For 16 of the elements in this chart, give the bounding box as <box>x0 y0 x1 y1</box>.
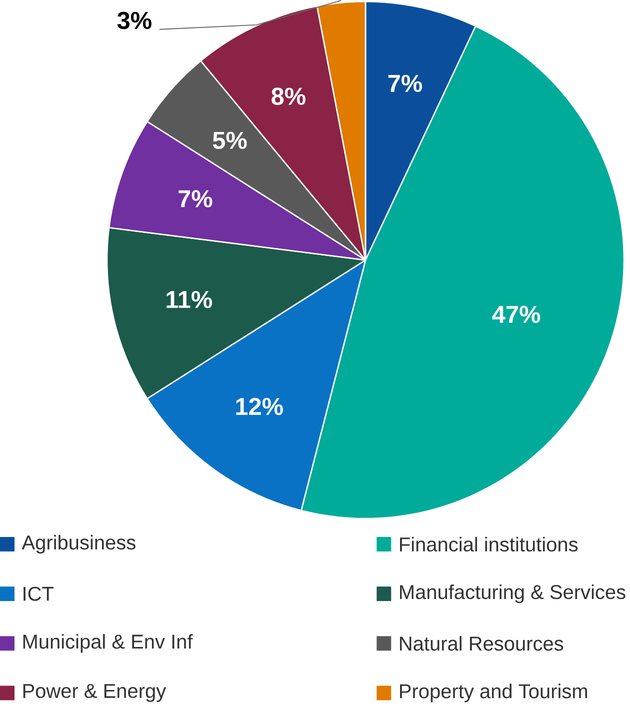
legend-label: Municipal & Env Inf <box>23 634 193 653</box>
data-label: 7% <box>178 190 212 208</box>
data-label: 11% <box>166 290 212 308</box>
legend-label: Natural Resources <box>400 636 564 651</box>
legend-label: Manufacturing & Services <box>400 584 626 604</box>
legend-label: Agribusiness <box>22 534 136 554</box>
legend-label: Power & Energy <box>23 684 166 702</box>
data-label: 12% <box>236 398 284 416</box>
data-label: 7% <box>388 74 422 92</box>
data-label: 5% <box>212 132 247 149</box>
legend-label: Property and Tourism <box>400 684 588 702</box>
data-label: 3% <box>117 12 152 30</box>
legend-label: Financial institutions <box>400 536 578 552</box>
data-label: 47% <box>492 306 540 323</box>
data-label: 8% <box>272 88 306 105</box>
legend-label: ICT <box>24 586 54 601</box>
